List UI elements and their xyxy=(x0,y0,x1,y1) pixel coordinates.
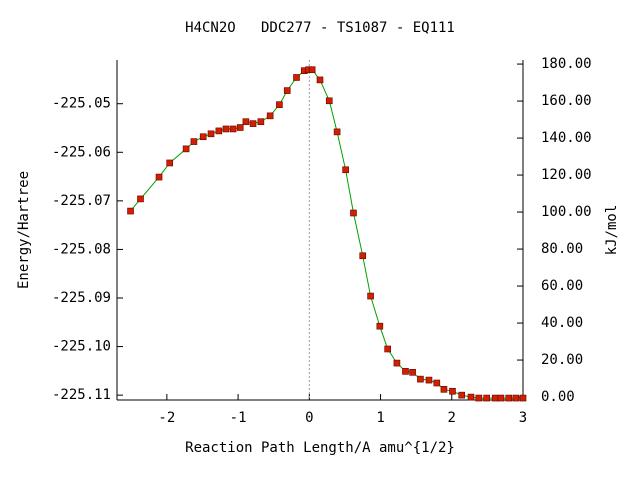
data-point xyxy=(293,74,300,81)
y-tick-label: -225.10 xyxy=(52,339,111,355)
data-point xyxy=(207,130,215,138)
data-point xyxy=(409,369,416,376)
data-point xyxy=(229,125,237,133)
y-axis-label: Energy/Hartree xyxy=(16,171,32,289)
y-tick-label: -225.08 xyxy=(52,241,111,257)
chart-title: H4CN2O DDC277 - TS1087 - EQ111 xyxy=(185,20,455,36)
data-point xyxy=(425,376,433,384)
data-point xyxy=(236,124,244,131)
y2-tick-label: 80.00 xyxy=(541,241,583,257)
data-point xyxy=(359,252,367,260)
data-point xyxy=(249,120,257,127)
data-line xyxy=(130,69,523,399)
data-point xyxy=(491,394,499,402)
data-point xyxy=(333,128,341,136)
data-point xyxy=(367,292,374,300)
data-point xyxy=(190,138,198,145)
y2-tick-label: 60.00 xyxy=(541,278,583,294)
data-point xyxy=(402,368,409,375)
y2-tick-label: 140.00 xyxy=(541,130,592,146)
data-point xyxy=(283,87,291,94)
data-point xyxy=(376,322,384,330)
y2-tick-label: 180.00 xyxy=(541,56,592,72)
data-point xyxy=(276,101,283,108)
data-point xyxy=(519,394,527,402)
data-point xyxy=(433,379,441,387)
data-point xyxy=(393,359,401,367)
data-point xyxy=(440,386,448,393)
data-point xyxy=(475,394,483,402)
x-axis-label: Reaction Path Length/A amu^{1/2} xyxy=(185,440,455,456)
data-point xyxy=(467,393,475,401)
data-point xyxy=(497,394,505,402)
y2-tick-label: 100.00 xyxy=(541,204,592,220)
y2-tick-label: 160.00 xyxy=(541,93,592,109)
y2-tick-label: 0.00 xyxy=(541,389,575,405)
x-tick-label: 0 xyxy=(305,410,313,426)
y2-axis-label: kJ/mol xyxy=(604,205,620,256)
data-point xyxy=(417,375,424,383)
data-point xyxy=(449,387,456,395)
x-tick-label: 1 xyxy=(376,410,384,426)
y-tick-label: -225.11 xyxy=(52,387,111,403)
data-point xyxy=(325,97,333,105)
data-point xyxy=(342,166,349,174)
data-point xyxy=(199,133,207,141)
data-point xyxy=(222,125,230,133)
data-point xyxy=(266,112,274,120)
data-point xyxy=(384,345,391,353)
data-point xyxy=(458,391,466,399)
x-tick-label: 2 xyxy=(448,410,456,426)
data-point xyxy=(215,127,223,135)
y-tick-label: -225.09 xyxy=(52,290,111,306)
data-point xyxy=(257,118,265,125)
data-point xyxy=(137,195,144,203)
data-point xyxy=(316,76,324,84)
y2-tick-label: 40.00 xyxy=(541,315,583,331)
data-point xyxy=(166,159,174,167)
data-point xyxy=(505,394,513,402)
data-point xyxy=(155,173,163,181)
y-tick-label: -225.07 xyxy=(52,193,111,209)
x-tick-label: -1 xyxy=(230,410,247,426)
x-tick-label: -2 xyxy=(158,410,175,426)
data-point xyxy=(483,394,490,402)
data-point xyxy=(182,145,190,153)
x-tick-label: 3 xyxy=(519,410,527,426)
y2-tick-label: 120.00 xyxy=(541,167,592,183)
data-point xyxy=(512,394,520,402)
data-point xyxy=(242,118,250,125)
y2-tick-label: 20.00 xyxy=(541,352,583,368)
data-point xyxy=(308,66,316,74)
y-tick-label: -225.05 xyxy=(52,96,111,112)
y-tick-label: -225.06 xyxy=(52,144,111,160)
data-point xyxy=(127,207,134,215)
data-point xyxy=(350,209,357,217)
